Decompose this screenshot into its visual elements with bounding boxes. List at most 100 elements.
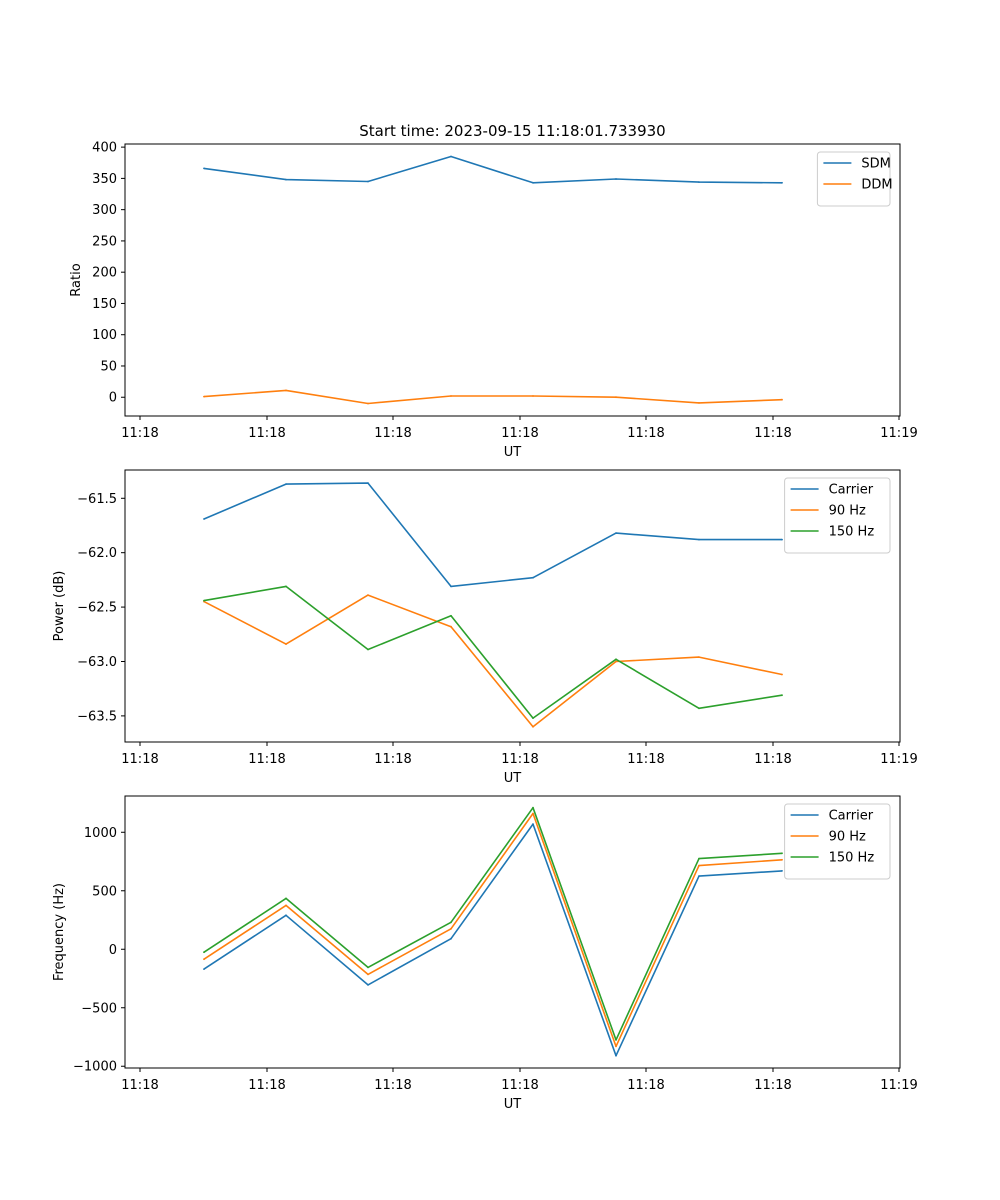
data-point — [203, 968, 205, 970]
axes-frame — [124, 143, 901, 417]
y-tick-label: 400 — [92, 141, 117, 156]
data-point — [615, 1054, 617, 1057]
data-point — [203, 518, 205, 520]
data-point — [450, 625, 452, 628]
data-point — [450, 155, 452, 158]
x-tick-label: 11:18 — [121, 752, 158, 767]
data-point — [285, 585, 287, 588]
data-point — [698, 875, 700, 877]
data-point — [367, 180, 369, 183]
y-tick-label: 1000 — [84, 826, 117, 841]
data-point — [203, 395, 205, 398]
series-line-90-hz — [203, 812, 783, 1048]
data-point — [698, 707, 700, 710]
legend-label: Carrier — [829, 483, 874, 498]
y-axis-label: Power (dB) — [52, 571, 67, 642]
data-point — [450, 614, 452, 617]
data-point — [285, 897, 287, 900]
data-point — [781, 538, 783, 541]
data-point — [781, 858, 783, 861]
legend-label: 90 Hz — [829, 830, 866, 845]
y-tick-label: −61.5 — [77, 492, 117, 507]
x-tick-label: 11:18 — [627, 752, 664, 767]
chart-title: Start time: 2023-09-15 11:18:01.733930 — [359, 122, 665, 140]
data-point — [285, 483, 287, 485]
y-tick-label: −500 — [81, 1001, 117, 1016]
x-axis-label: UT — [504, 445, 522, 460]
legend-label: 90 Hz — [829, 504, 866, 519]
y-tick-label: −63.5 — [77, 709, 117, 724]
legend-label: SDM — [861, 157, 890, 172]
data-point — [532, 576, 534, 579]
data-point — [367, 482, 369, 484]
x-tick-label: 11:18 — [374, 426, 411, 441]
data-point — [367, 973, 369, 976]
x-tick-label: 11:19 — [880, 752, 917, 767]
x-tick-label: 11:18 — [501, 1078, 538, 1093]
chart-panel-1: Start time: 2023-09-15 11:18:01.733930 11… — [69, 122, 918, 460]
legend-label: 150 Hz — [829, 851, 875, 866]
x-tick-label: 11:18 — [121, 426, 158, 441]
data-point — [285, 914, 287, 917]
y-tick-label: −62.0 — [77, 546, 117, 561]
data-point — [698, 864, 700, 867]
legend-label: DDM — [861, 178, 892, 193]
data-point — [532, 806, 534, 809]
x-tick-label: 11:18 — [501, 426, 538, 441]
x-tick-label: 11:19 — [880, 1078, 917, 1093]
y-tick-label: −62.5 — [77, 601, 117, 616]
data-point — [532, 823, 534, 825]
series-line-150-hz — [203, 806, 783, 1041]
data-point — [532, 725, 534, 728]
y-axis-label: Frequency (Hz) — [52, 883, 67, 981]
y-tick-label: 0 — [109, 391, 117, 406]
data-point — [367, 984, 369, 986]
data-point — [285, 389, 287, 392]
series-line-90-hz — [203, 594, 783, 728]
y-tick-label: 250 — [92, 234, 117, 249]
legend-box — [784, 477, 891, 554]
x-tick-label: 11:18 — [501, 752, 538, 767]
data-point — [450, 921, 452, 924]
data-point — [532, 395, 534, 397]
data-point — [615, 658, 617, 661]
y-tick-label: 350 — [92, 172, 117, 187]
legend-box — [816, 151, 891, 207]
data-point — [450, 937, 452, 940]
data-point — [781, 870, 783, 872]
data-point — [615, 178, 617, 180]
x-tick-label: 11:18 — [248, 1078, 285, 1093]
x-tick-label: 11:18 — [754, 426, 791, 441]
data-point — [698, 181, 700, 184]
data-point — [450, 395, 452, 397]
axes-frame — [124, 469, 901, 743]
legend-label: 150 Hz — [829, 525, 875, 540]
data-point — [203, 958, 205, 961]
series-line-carrier — [203, 823, 783, 1057]
x-tick-label: 11:18 — [754, 752, 791, 767]
data-point — [203, 951, 205, 954]
data-point — [615, 532, 617, 534]
data-point — [615, 660, 617, 663]
x-tick-label: 11:18 — [627, 426, 664, 441]
y-tick-label: −63.0 — [77, 655, 117, 670]
y-tick-label: 300 — [92, 203, 117, 218]
y-axis-label: Ratio — [69, 263, 84, 296]
series-line-sdm — [203, 155, 783, 184]
x-axis-label: UT — [504, 771, 522, 786]
data-point — [285, 643, 287, 645]
data-point — [781, 673, 783, 676]
y-tick-label: 50 — [100, 359, 117, 374]
data-point — [532, 812, 534, 815]
data-point — [698, 402, 700, 404]
data-point — [367, 402, 369, 405]
data-point — [781, 694, 783, 697]
x-tick-label: 11:18 — [374, 752, 411, 767]
y-tick-label: 200 — [92, 266, 117, 281]
data-point — [532, 181, 534, 184]
x-axis-label: UT — [504, 1097, 522, 1112]
data-point — [532, 717, 534, 719]
x-tick-label: 11:18 — [627, 1078, 664, 1093]
data-point — [615, 396, 617, 399]
